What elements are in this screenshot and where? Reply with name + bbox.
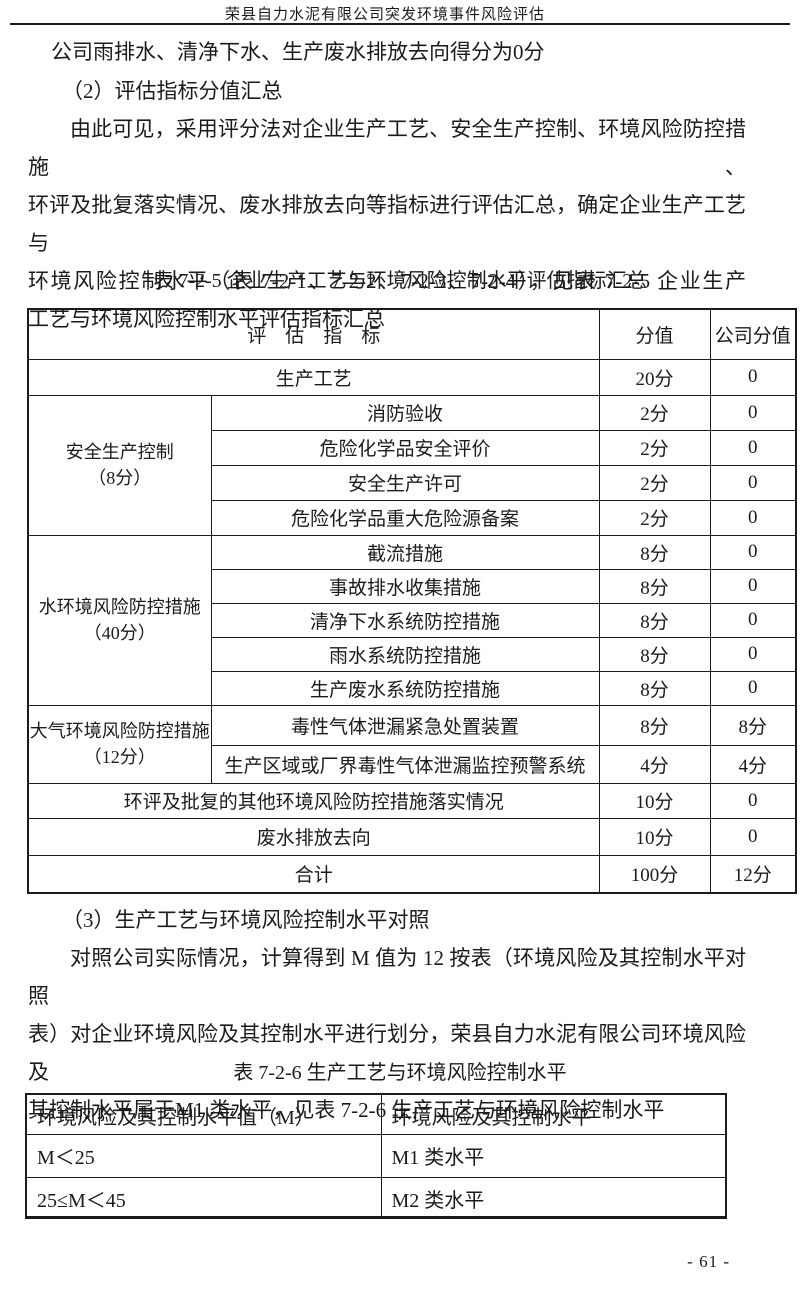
page-header-title: 荣县自力水泥有限公司突发环境事件风险评估: [224, 7, 545, 23]
cell-level: M2 类水平: [380, 1176, 727, 1219]
cell-score: 2分: [598, 464, 711, 501]
cell-indicator: 环评及批复的其他环境风险防控措施落实情况: [27, 782, 600, 819]
table-row: 安全生产控制 （8分） 消防验收 2分 0: [27, 394, 797, 536]
cell-company-score: 8分: [709, 704, 797, 746]
cell-score: 8分: [598, 670, 711, 706]
cell-indicator: 截流措施: [210, 534, 600, 570]
cell-company-score: 0: [709, 358, 797, 396]
table-header-row: 环境风险及其控制水平值（M） 环境风险及其控制水平: [25, 1093, 727, 1135]
cell-company-score: 0: [709, 817, 797, 856]
cell-score: 8分: [598, 704, 711, 746]
header-cell-m-value: 环境风险及其控制水平值（M）: [25, 1093, 382, 1135]
table-row: 雨水系统防控措施 8分 0: [28, 636, 797, 672]
cell-company-score: 4分: [709, 744, 797, 784]
header-cell-company-score: 公司分值: [709, 308, 797, 360]
cell-indicator: 危险化学品重大危险源备案: [210, 499, 600, 536]
table-row: 水环境风险防控措施 （40分） 截流措施 8分 0: [27, 534, 797, 706]
table-7-2-6: 环境风险及其控制水平值（M） 环境风险及其控制水平 M＜25 M1 类水平 25…: [25, 1093, 727, 1219]
table-row: 清净下水系统防控措施 8分 0: [28, 602, 797, 638]
table-7-2-5: 评 估 指 标 分值 公司分值 生产工艺 20分 0 安全生产控制 （8分） 消…: [27, 308, 798, 894]
cell-indicator: 雨水系统防控措施: [210, 636, 600, 672]
paragraph-line: 对照公司实际情况，计算得到 M 值为 12 按表（环境风险及其控制水平对照: [28, 946, 746, 1008]
header-cell-indicator: 评 估 指 标: [27, 308, 600, 360]
cell-score: 2分: [598, 394, 711, 431]
table-7-2-6-caption: 表 7-2-6 生产工艺与环境风险控制水平: [233, 1062, 567, 1084]
cell-indicator: 消防验收: [210, 394, 600, 431]
section-3-heading: （3）生产工艺与环境风险控制水平对照: [62, 908, 430, 932]
table-header-row: 评 估 指 标 分值 公司分值: [27, 308, 797, 360]
table-total-row: 合计 100分 12分: [27, 854, 797, 894]
table-row: 安全生产许可 2分 0: [28, 464, 797, 501]
cell-indicator: 毒性气体泄漏紧急处置装置: [210, 704, 600, 746]
header-cell-level: 环境风险及其控制水平: [380, 1093, 727, 1135]
cell-company-score: 0: [709, 394, 797, 431]
table-row: 危险化学品安全评价 2分 0: [28, 429, 797, 466]
paragraph-line: 由此可见，采用评分法对企业生产工艺、安全生产控制、环境风险防控措施、: [28, 117, 746, 179]
cell-company-score: 0: [709, 636, 797, 672]
cell-indicator: 安全生产许可: [210, 464, 600, 501]
cell-company-score: 0: [709, 534, 797, 570]
paragraph-intro-line: 公司雨排水、清净下水、生产废水排放去向得分为0分: [51, 40, 545, 64]
paragraph-line: 环境风险控制水平（表 7-2-1、7-2-2、7-2-3、7-2-4），见表 7…: [28, 269, 746, 293]
group-cell-safety-control: 安全生产控制 （8分）: [27, 394, 212, 536]
table-row: M＜25 M1 类水平: [25, 1133, 727, 1178]
cell-indicator: 事故排水收集措施: [210, 568, 600, 604]
cell-company-score: 0: [709, 429, 797, 466]
cell-score: 8分: [598, 568, 711, 604]
cell-company-score: 0: [709, 782, 797, 819]
cell-total-score: 100分: [598, 854, 711, 894]
cell-indicator: 危险化学品安全评价: [210, 429, 600, 466]
cell-indicator: 生产区域或厂界毒性气体泄漏监控预警系统: [210, 744, 600, 784]
cell-score: 2分: [598, 429, 711, 466]
cell-indicator: 废水排放去向: [27, 817, 600, 856]
cell-indicator: 生产工艺: [27, 358, 600, 396]
paragraph-1: 由此可见，采用评分法对企业生产工艺、安全生产控制、环境风险防控措施、 环评及批复…: [28, 110, 746, 338]
cell-score: 4分: [598, 744, 711, 784]
cell-company-score: 0: [709, 568, 797, 604]
cell-indicator: 清净下水系统防控措施: [210, 602, 600, 638]
group-cell-water-risk: 水环境风险防控措施 （40分）: [27, 534, 212, 706]
page-number: - 61 -: [687, 1252, 730, 1271]
paragraph-line: 表）对企业环境风险及其控制水平进行划分，荣县自力水泥有限公司环境风险及: [28, 1022, 746, 1084]
cell-total-company-score: 12分: [709, 854, 797, 894]
cell-score: 10分: [598, 817, 711, 856]
cell-score: 20分: [598, 358, 711, 396]
cell-score: 2分: [598, 499, 711, 536]
group-cell-air-risk: 大气环境风险防控措施 （12分）: [27, 704, 212, 784]
table-7-2-5-caption: 表 7-2-5 企业生产工艺与环境风险控制水平评估指标汇总: [153, 270, 647, 292]
header-rule: [10, 23, 790, 25]
table-row: 危险化学品重大危险源备案 2分 0: [28, 499, 797, 536]
table-row: 废水排放去向 10分 0: [27, 817, 797, 856]
cell-company-score: 0: [709, 499, 797, 536]
cell-company-score: 0: [709, 670, 797, 706]
table-row: 事故排水收集措施 8分 0: [28, 568, 797, 604]
cell-company-score: 0: [709, 464, 797, 501]
cell-score: 8分: [598, 602, 711, 638]
table-row: 生产废水系统防控措施 8分 0: [28, 670, 797, 706]
table-row: 大气环境风险防控措施 （12分） 毒性气体泄漏紧急处置装置 8分 8分: [27, 704, 797, 784]
cell-m-value: 25≤M＜45: [25, 1176, 382, 1219]
cell-indicator: 生产废水系统防控措施: [210, 670, 600, 706]
cell-score: 8分: [598, 534, 711, 570]
cell-m-value: M＜25: [25, 1133, 382, 1178]
table-row: 生产工艺 20分 0: [27, 358, 797, 396]
cell-level: M1 类水平: [380, 1133, 727, 1178]
table-row: 环评及批复的其他环境风险防控措施落实情况 10分 0: [27, 782, 797, 819]
cell-total-label: 合计: [27, 854, 600, 894]
table-row: 25≤M＜45 M2 类水平: [25, 1176, 727, 1219]
cell-score: 8分: [598, 636, 711, 672]
cell-company-score: 0: [709, 602, 797, 638]
paragraph-line: 环评及批复落实情况、废水排放去向等指标进行评估汇总，确定企业生产工艺与: [28, 193, 746, 255]
cell-score: 10分: [598, 782, 711, 819]
section-2-heading: （2）评估指标分值汇总: [62, 79, 283, 103]
header-cell-score: 分值: [598, 308, 711, 360]
